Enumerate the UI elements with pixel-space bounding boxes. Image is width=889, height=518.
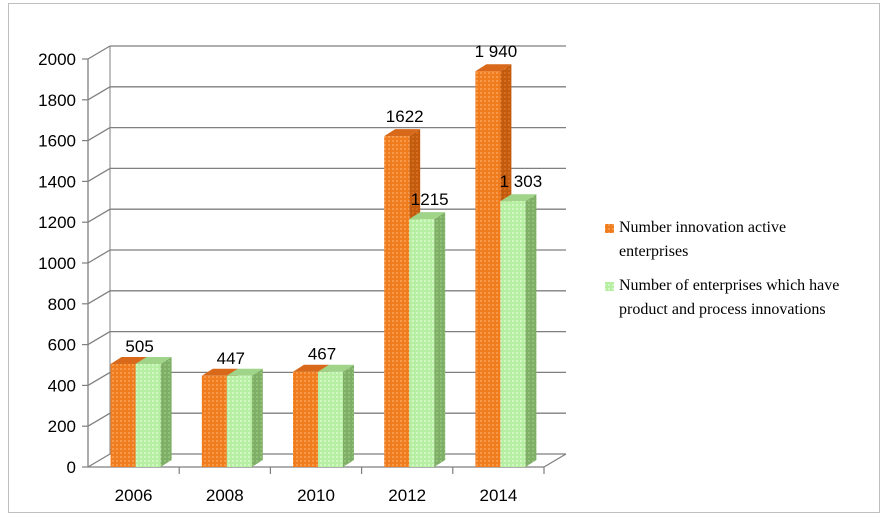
legend-label: product and process innovations (619, 301, 826, 318)
legend-label: Number innovation active (619, 219, 786, 236)
bar (500, 201, 526, 468)
gridline-depth (87, 208, 111, 223)
y-tick-label: 1000 (38, 254, 76, 273)
y-tick-label: 1400 (38, 172, 76, 191)
data-label: 467 (308, 345, 336, 364)
legend-label: Number of enterprises which have (619, 277, 839, 294)
y-tick-label: 1600 (38, 132, 76, 151)
bar (409, 219, 435, 467)
gridline-depth (87, 249, 111, 264)
bars (110, 64, 537, 468)
bar-top (201, 368, 238, 376)
bar (318, 371, 343, 467)
data-label: 1622 (386, 107, 424, 126)
y-tick-label: 2000 (38, 50, 76, 69)
gridline-depth (87, 331, 111, 346)
x-tick-label: 2012 (388, 486, 426, 505)
y-tick-label: 600 (48, 336, 76, 355)
y-tick-label: 1800 (38, 91, 76, 110)
y-tick-label: 200 (48, 417, 76, 436)
axes: 0 200 400 600 800 1000 1200 1400 1600 1800 2000 200… (38, 46, 567, 505)
bar (475, 71, 501, 468)
gridline-depth (87, 127, 111, 142)
legend-swatch (605, 224, 614, 233)
data-label: 447 (217, 349, 245, 368)
x-tick-label: 2014 (479, 486, 517, 505)
bar-top (135, 356, 172, 364)
bar-top (384, 129, 421, 137)
bar-side (343, 364, 354, 467)
data-label: 1 940 (475, 42, 518, 61)
bar-side (251, 368, 263, 467)
bar (110, 363, 136, 467)
bar-side (525, 194, 537, 468)
bar-side (160, 356, 172, 467)
x-tick-label: 2010 (297, 486, 335, 505)
bar-top (318, 364, 354, 372)
bar (293, 371, 318, 467)
bar-top (293, 364, 329, 372)
gridline-depth (87, 371, 111, 386)
bar-top (409, 212, 446, 220)
legend-label: enterprises (619, 243, 688, 260)
bar (384, 136, 410, 467)
data-label: 1215 (411, 190, 449, 209)
gridline-depth (87, 45, 111, 60)
bar-top (226, 368, 263, 376)
gridline-depth (87, 412, 111, 427)
data-labels: 505 447 467 1622 1215 1 940 1 303 (125, 42, 542, 368)
y-tick-label: 1200 (38, 213, 76, 232)
bar-side (434, 212, 446, 467)
y-tick-label: 0 (67, 458, 76, 477)
y-tick-label: 400 (48, 376, 76, 395)
y-tick-label: 800 (48, 295, 76, 314)
bar-top (500, 194, 537, 202)
bar (135, 363, 161, 467)
data-label: 505 (125, 337, 153, 356)
gridline-depth (87, 86, 111, 101)
bar (226, 375, 252, 467)
x-tick-label: 2006 (115, 486, 153, 505)
gridline-depth (87, 290, 111, 305)
bar-top (475, 64, 512, 72)
bar-top (110, 356, 147, 364)
gridline-depth (87, 167, 111, 182)
x-tick-label: 2008 (206, 486, 244, 505)
floor-right-edge (543, 453, 567, 468)
gridline-depth (87, 453, 111, 468)
legend-swatch (605, 282, 614, 291)
bar (201, 375, 227, 467)
legend: Number innovation active enterprises Numbe… (605, 219, 839, 318)
data-label: 1 303 (500, 172, 543, 191)
